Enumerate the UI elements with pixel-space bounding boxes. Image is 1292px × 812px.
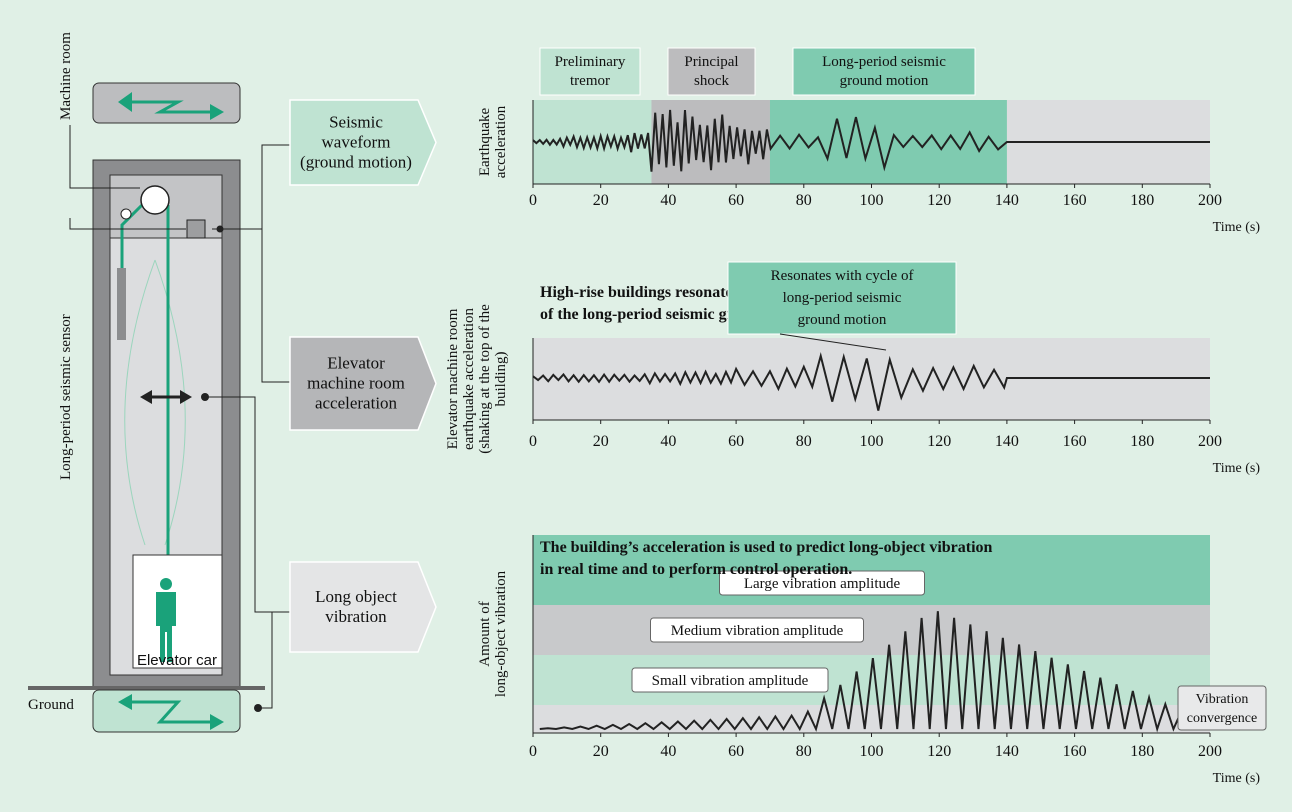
figure: Machine room Long-period seismic sensor … bbox=[0, 0, 1292, 812]
x-tick-label: 40 bbox=[660, 192, 676, 209]
y-axis-label-line: Amount of bbox=[477, 601, 493, 666]
x-axis-label: Time (s) bbox=[1213, 771, 1261, 786]
callout-text-line: Resonates with cycle of bbox=[771, 268, 914, 284]
x-tick-label: 80 bbox=[796, 433, 812, 450]
x-tick-label: 40 bbox=[660, 743, 676, 760]
x-tick-label: 140 bbox=[995, 192, 1019, 209]
counterweight bbox=[117, 268, 126, 340]
band-label: Small vibration amplitude bbox=[652, 673, 809, 689]
flow-label-line: acceleration bbox=[315, 394, 398, 413]
x-tick-label: 180 bbox=[1130, 433, 1154, 450]
pit-box bbox=[93, 690, 240, 732]
flow-label-line: waveform bbox=[322, 133, 391, 152]
x-tick-label: 200 bbox=[1198, 192, 1222, 209]
phase-label-line: ground motion bbox=[840, 73, 929, 89]
flow-label-line: (ground motion) bbox=[300, 153, 412, 172]
x-tick-label: 0 bbox=[529, 743, 537, 760]
flow-label-line: machine room bbox=[307, 374, 405, 393]
x-tick-label: 0 bbox=[529, 192, 537, 209]
x-tick-label: 120 bbox=[927, 192, 951, 209]
phase-label-line: Long-period seismic bbox=[822, 54, 946, 70]
x-tick-label: 60 bbox=[728, 433, 744, 450]
x-tick-label: 200 bbox=[1198, 743, 1222, 760]
x-tick-label: 120 bbox=[927, 743, 951, 760]
y-axis-label-line: building) bbox=[493, 351, 509, 406]
x-tick-label: 60 bbox=[728, 743, 744, 760]
x-tick-label: 100 bbox=[860, 433, 884, 450]
y-axis-label: Earthquakeacceleration bbox=[477, 105, 509, 178]
y-axis-label-line: acceleration bbox=[493, 105, 509, 178]
x-tick-label: 60 bbox=[728, 192, 744, 209]
x-tick-label: 160 bbox=[1063, 743, 1087, 760]
flow-label-line: Seismic bbox=[329, 113, 383, 132]
y-axis-label-line: (shaking at the top of the bbox=[477, 304, 493, 454]
x-tick-label: 20 bbox=[593, 192, 609, 209]
flow-label-line: vibration bbox=[325, 607, 387, 626]
x-tick-label: 140 bbox=[995, 433, 1019, 450]
x-axis-label: Time (s) bbox=[1213, 220, 1261, 235]
note-text-line: Vibration bbox=[1196, 692, 1249, 707]
phase-label-line: Preliminary bbox=[555, 54, 626, 70]
callout-text-line: ground motion bbox=[798, 312, 887, 328]
x-tick-label: 160 bbox=[1063, 192, 1087, 209]
sensor-label: Long-period seismic sensor bbox=[58, 314, 74, 480]
machine-room-label: Machine room bbox=[58, 32, 74, 120]
x-tick-label: 20 bbox=[593, 743, 609, 760]
x-tick-label: 40 bbox=[660, 433, 676, 450]
chart-heading-line: in real time and to perform control oper… bbox=[540, 561, 852, 578]
pulley bbox=[121, 209, 131, 219]
y-axis-label-line: earthquake acceleration bbox=[461, 308, 477, 450]
phase-label-line: Principal bbox=[684, 54, 738, 70]
x-tick-label: 180 bbox=[1130, 743, 1154, 760]
flow-label-line: Long object bbox=[315, 587, 397, 606]
x-tick-label: 180 bbox=[1130, 192, 1154, 209]
y-axis-label-line: Earthquake bbox=[477, 108, 493, 177]
band bbox=[533, 605, 1210, 655]
x-tick-label: 160 bbox=[1063, 433, 1087, 450]
sensor bbox=[187, 220, 205, 238]
x-tick-label: 200 bbox=[1198, 433, 1222, 450]
x-tick-label: 140 bbox=[995, 743, 1019, 760]
y-axis-label-line: long-object vibration bbox=[493, 570, 509, 697]
band-label: Medium vibration amplitude bbox=[671, 623, 844, 639]
x-tick-label: 100 bbox=[860, 192, 884, 209]
sheave bbox=[141, 186, 169, 214]
dot bbox=[217, 226, 224, 233]
x-tick-label: 100 bbox=[860, 743, 884, 760]
chart-heading-line: The building’s acceleration is used to p… bbox=[540, 539, 993, 556]
x-tick-label: 20 bbox=[593, 433, 609, 450]
x-tick-label: 120 bbox=[927, 433, 951, 450]
x-tick-label: 80 bbox=[796, 743, 812, 760]
x-tick-label: 80 bbox=[796, 192, 812, 209]
flow-label-line: Elevator bbox=[327, 354, 385, 373]
callout-text-line: long-period seismic bbox=[783, 290, 902, 306]
ground-label: Ground bbox=[28, 697, 74, 713]
y-axis-label-line: Elevator machine room bbox=[445, 308, 461, 449]
x-tick-label: 0 bbox=[529, 433, 537, 450]
band-label: Large vibration amplitude bbox=[744, 576, 901, 592]
car-label: Elevator car bbox=[137, 652, 217, 669]
phase-label-line: shock bbox=[694, 73, 729, 89]
x-axis-label: Time (s) bbox=[1213, 461, 1261, 476]
note-text-line: convergence bbox=[1187, 711, 1257, 726]
phase-label-line: tremor bbox=[570, 73, 610, 89]
